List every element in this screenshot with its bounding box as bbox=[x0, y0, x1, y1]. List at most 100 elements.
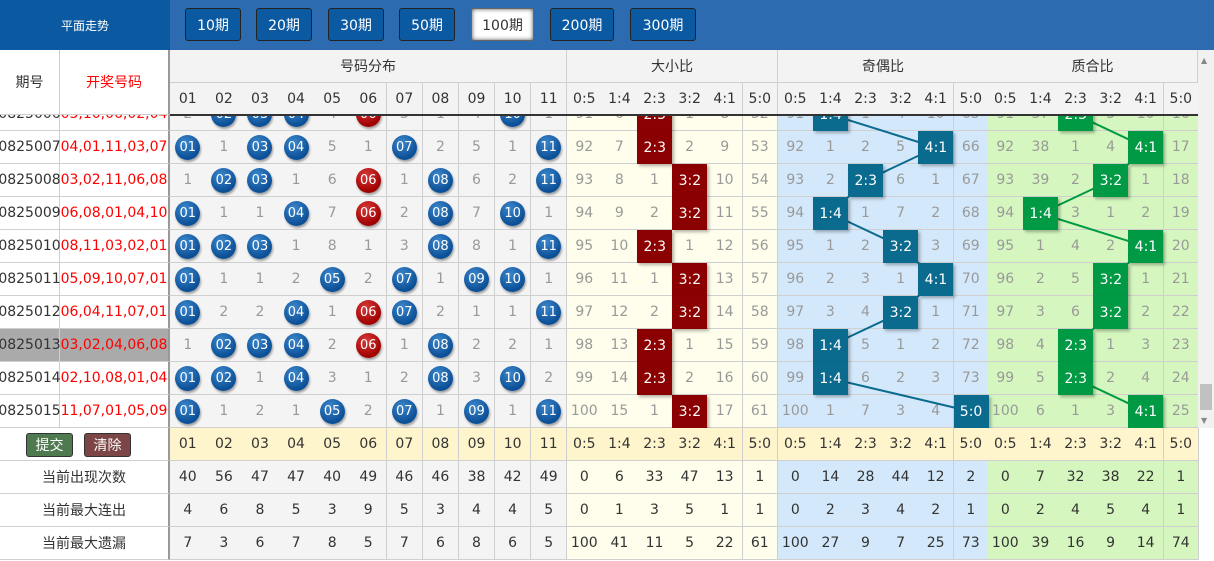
scrollbar[interactable]: ▲ ▼ bbox=[1198, 50, 1214, 428]
number-cell-02: 1 bbox=[206, 131, 243, 164]
number-cell-06: 1 bbox=[350, 230, 388, 263]
table-row[interactable]: 0825013 03,02,04,06,08 1 02 03 04 2 06 1 08 2 2 1 98 1… bbox=[0, 329, 1198, 362]
prime-ratio-cell: 3 bbox=[1058, 197, 1094, 230]
period-button-200期[interactable]: 200期 bbox=[550, 8, 614, 41]
table-row[interactable]: 0825010 08,11,03,02,01 01 02 03 1 8 1 3 08 8 1 11 95 1… bbox=[0, 230, 1198, 263]
size-ratio-cell: 16 bbox=[707, 362, 743, 395]
stat-value: 49 bbox=[530, 461, 568, 494]
table-row[interactable]: 0825011 05,09,10,07,01 01 1 1 2 05 2 07 1 09 10 1 96 1… bbox=[0, 263, 1198, 296]
footer-ratio-header: 2:3 bbox=[1058, 428, 1094, 461]
page-title: 平面走势 bbox=[0, 0, 170, 50]
stat-value: 5 bbox=[278, 494, 315, 527]
period-button-20期[interactable]: 20期 bbox=[256, 8, 312, 41]
prime-ratio-cell: 5 bbox=[1058, 263, 1094, 296]
size-ratio-cell: 12 bbox=[602, 296, 638, 329]
footer-ratio-header: 5:0 bbox=[1163, 428, 1200, 461]
period-button-10期[interactable]: 10期 bbox=[185, 8, 241, 41]
prime-ratio-cell: 1 bbox=[1128, 164, 1164, 197]
number-cell-09: 1 bbox=[458, 296, 496, 329]
odd-ratio-highlight: 4:1 bbox=[918, 131, 954, 164]
blue-ball-icon: 07 bbox=[391, 299, 417, 325]
stat-value: 1 bbox=[953, 494, 990, 527]
stat-value: 38 bbox=[458, 461, 496, 494]
period-button-300期[interactable]: 300期 bbox=[630, 8, 696, 41]
prime-ratio-highlight: 4:1 bbox=[1128, 131, 1164, 164]
stat-value: 0 bbox=[567, 494, 603, 527]
prime-ratio-cell: 23 bbox=[1163, 329, 1198, 362]
table-row[interactable]: 0825015 11,07,01,05,09 01 1 2 1 05 2 07 1 09 1 11 100… bbox=[0, 395, 1198, 428]
red-ball-icon: 06 bbox=[355, 332, 381, 358]
number-cell-04: 04 bbox=[278, 197, 315, 230]
number-cell-07: 07 bbox=[386, 263, 424, 296]
odd-ratio-cell: 67 bbox=[953, 164, 990, 197]
issue-number: 0825011 bbox=[0, 263, 61, 296]
blue-ball-icon: 02 bbox=[211, 115, 237, 127]
stat-label: 当前最大连出 bbox=[0, 494, 170, 527]
blue-ball-icon: 08 bbox=[427, 167, 453, 193]
period-button-30期[interactable]: 30期 bbox=[328, 8, 384, 41]
prime-ratio-cell: 3 bbox=[1093, 395, 1129, 428]
blue-ball-icon: 11 bbox=[536, 167, 562, 193]
prime-ratio-cell: 1 bbox=[1128, 263, 1164, 296]
draw-header: 开奖号码 bbox=[60, 50, 170, 115]
stat-value: 56 bbox=[206, 461, 243, 494]
number-cell-01: 01 bbox=[170, 362, 207, 395]
stat-value: 1 bbox=[1163, 494, 1200, 527]
size-ratio-highlight: 2:3 bbox=[637, 362, 673, 395]
number-cell-06: 1 bbox=[350, 131, 388, 164]
odd-ratio-cell: 2 bbox=[848, 230, 884, 263]
prime-ratio-highlight: 2:3 bbox=[1058, 362, 1094, 395]
footer-ratio-header: 4:1 bbox=[1128, 428, 1164, 461]
size-ratio-cell: 9 bbox=[707, 131, 743, 164]
number-cell-09: 6 bbox=[458, 164, 496, 197]
number-cell-07: 07 bbox=[386, 296, 424, 329]
table-row[interactable]: 0825007 04,01,11,03,07 01 1 03 04 5 1 07 2 5 1 11 92 7… bbox=[0, 131, 1198, 164]
size-ratio-cell: 56 bbox=[742, 230, 779, 263]
number-cell-04: 04 bbox=[278, 131, 315, 164]
submit-button[interactable]: 提交 bbox=[26, 433, 73, 457]
table-row[interactable]: 082500603,10,06,02,042020304406314101916… bbox=[0, 115, 1198, 131]
odd-ratio-cell: 1 bbox=[918, 164, 954, 197]
scroll-down-icon[interactable]: ▼ bbox=[1201, 416, 1208, 425]
stat-value: 2 bbox=[953, 461, 990, 494]
stat-label: 当前最大遗漏 bbox=[0, 527, 170, 560]
odd-ratio-highlight: 4:1 bbox=[918, 263, 954, 296]
odd-ratio-highlight: 1:4 bbox=[813, 329, 849, 362]
stat-value: 3 bbox=[314, 494, 351, 527]
draw-numbers: 06,04,11,07,01 bbox=[60, 296, 170, 329]
footer-number-header: 05 bbox=[314, 428, 351, 461]
clear-button[interactable]: 清除 bbox=[84, 433, 131, 457]
odd-ratio-cell: 3 bbox=[848, 263, 884, 296]
stat-value: 4 bbox=[883, 494, 919, 527]
odd-ratio-cell: 3 bbox=[813, 296, 849, 329]
period-button-100期[interactable]: 100期 bbox=[471, 8, 534, 41]
footer-ratio-header: 3:2 bbox=[883, 428, 919, 461]
table-row[interactable]: 0825008 03,02,11,06,08 1 02 03 1 6 06 1 08 6 2 11 93 8… bbox=[0, 164, 1198, 197]
odd-ratio-cell: 4 bbox=[918, 395, 954, 428]
number-cell-08: 08 bbox=[422, 329, 460, 362]
prime-ratio-cell: 99 bbox=[988, 362, 1024, 395]
size-ratio-cell: 11 bbox=[707, 197, 743, 230]
stat-value: 4 bbox=[458, 494, 496, 527]
odd-ratio-cell: 2 bbox=[918, 329, 954, 362]
table-row[interactable]: 0825014 02,10,08,01,04 01 02 1 04 3 1 2 08 3 10 2 99 1… bbox=[0, 362, 1198, 395]
period-button-50期[interactable]: 50期 bbox=[399, 8, 455, 41]
blue-ball-icon: 08 bbox=[427, 365, 453, 391]
stat-value: 32 bbox=[1058, 461, 1094, 494]
prime-ratio-cell: 2 bbox=[1093, 362, 1129, 395]
draw-numbers: 03,02,04,06,08 bbox=[60, 329, 170, 362]
prime-ratio-cell: 3 bbox=[1093, 115, 1129, 131]
prime-ratio-cell: 3 bbox=[1023, 296, 1059, 329]
number-cell-07: 1 bbox=[386, 329, 424, 362]
blue-ball-icon: 02 bbox=[211, 167, 237, 193]
prime-ratio-cell: 17 bbox=[1163, 131, 1198, 164]
odd-ratio-highlight: 3:2 bbox=[883, 296, 919, 329]
scrollbar-thumb[interactable] bbox=[1200, 384, 1212, 410]
number-cell-09: 09 bbox=[458, 263, 496, 296]
table-row[interactable]: 0825012 06,04,11,07,01 01 2 2 04 1 06 07 2 1 1 11 97 1… bbox=[0, 296, 1198, 329]
table-row[interactable]: 0825009 06,08,01,04,10 01 1 1 04 7 06 2 08 7 10 1 94 9… bbox=[0, 197, 1198, 230]
number-cell-11: 1 bbox=[530, 115, 568, 131]
odd-ratio-cell: 2 bbox=[848, 131, 884, 164]
scroll-up-icon[interactable]: ▲ bbox=[1201, 56, 1208, 65]
odd-ratio-cell: 7 bbox=[883, 197, 919, 230]
